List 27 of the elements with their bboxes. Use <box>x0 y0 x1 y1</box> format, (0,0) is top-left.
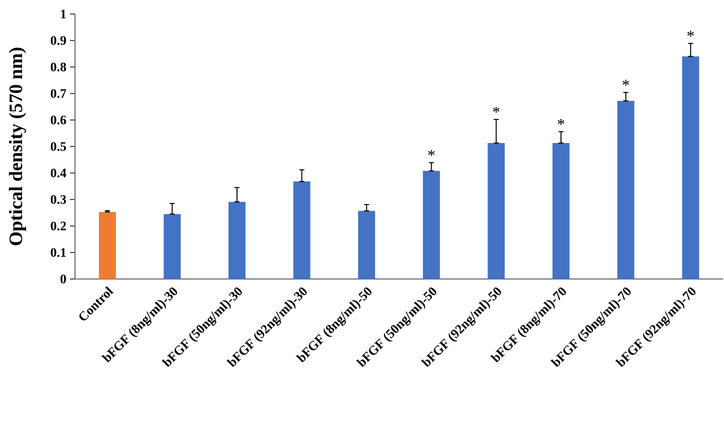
data-label: * <box>687 30 694 37</box>
y-tick-label: 0.6 <box>50 116 66 124</box>
bar <box>293 181 310 279</box>
y-tick-label: 0.4 <box>50 168 66 178</box>
bar <box>682 56 700 279</box>
bar <box>617 100 634 279</box>
bar <box>488 143 505 279</box>
y-tick-label: 0.2 <box>50 222 66 230</box>
bar <box>164 214 181 279</box>
y-tick-label: 0.1 <box>50 248 66 257</box>
y-tick-label: 0.5 <box>50 142 66 151</box>
y-axis-title: Optical density (570 nm) <box>8 48 26 246</box>
data-label: * <box>428 150 435 156</box>
bar <box>552 143 570 279</box>
bar <box>228 202 246 279</box>
data-label: * <box>558 119 564 125</box>
bar <box>422 170 440 279</box>
data-label: * <box>493 106 500 113</box>
y-tick-label: 0 <box>60 274 66 284</box>
y-tick-label: 0.8 <box>50 62 66 72</box>
bar <box>358 210 376 279</box>
y-tick-label: 1 <box>61 10 66 18</box>
data-label: * <box>622 80 630 86</box>
y-tick-label: 0.7 <box>50 89 66 98</box>
y-tick-label: 0.3 <box>50 195 66 204</box>
y-tick-label: 0.9 <box>50 36 66 45</box>
bar <box>98 212 116 279</box>
